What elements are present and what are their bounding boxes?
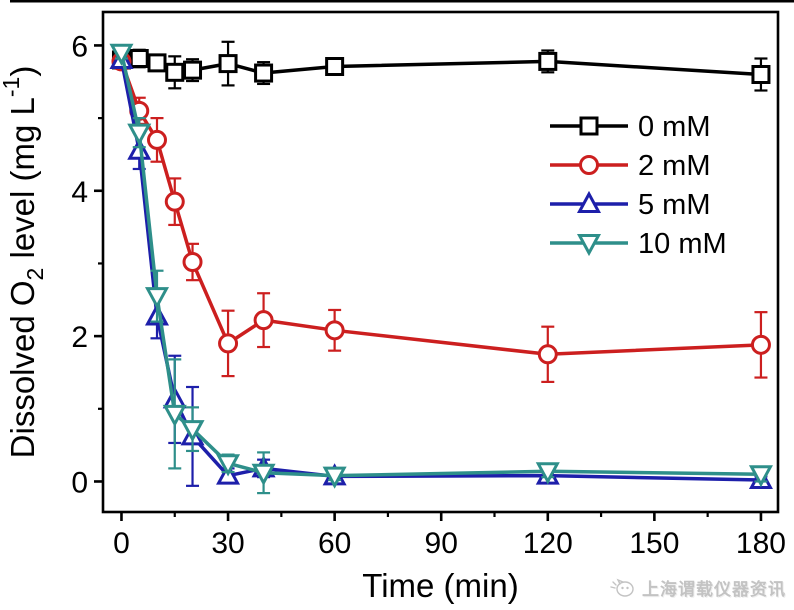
data-point-marker — [322, 466, 347, 489]
legend-label: 2 mM — [638, 150, 711, 182]
y-tick-label: 6 — [71, 30, 88, 63]
x-axis-label: Time (min) — [362, 567, 518, 604]
data-point-marker — [748, 465, 773, 488]
x-axis: 0 30 60 90 120 150 180 — [113, 512, 786, 560]
data-point-marker — [109, 43, 134, 66]
x-tick-label: 120 — [523, 527, 573, 560]
data-point-marker — [129, 49, 149, 69]
legend-marker — [576, 190, 602, 213]
data-point-marker — [538, 51, 558, 71]
data-point-marker — [162, 404, 187, 428]
data-point-marker — [537, 344, 558, 365]
data-point-marker — [216, 454, 241, 477]
series-line — [121, 56, 762, 77]
legend-marker — [579, 155, 599, 175]
data-point-marker — [325, 57, 345, 77]
x-tick-label: 90 — [425, 527, 458, 560]
y-tick-label: 2 — [71, 321, 88, 354]
series-line — [119, 59, 761, 482]
series-0-mM — [111, 40, 771, 92]
data-point-marker — [147, 129, 167, 150]
legend-label: 5 mM — [638, 189, 711, 221]
legend-marker — [576, 234, 602, 257]
data-point-marker — [182, 252, 203, 272]
legend-marker — [579, 116, 599, 136]
data-point-marker — [127, 137, 152, 160]
image-top-border — [10, 0, 794, 3]
watermark-logo-icon — [610, 578, 634, 597]
data-point-marker — [535, 462, 560, 485]
data-point-marker — [254, 63, 274, 83]
data-point-marker — [751, 65, 771, 84]
data-point-marker — [253, 310, 274, 331]
data-point-marker — [144, 287, 170, 310]
data-point-marker — [183, 60, 203, 80]
data-point-marker — [164, 191, 185, 212]
x-tick-label: 150 — [629, 527, 679, 560]
data-point-marker — [750, 334, 771, 355]
y-axis: 0 2 4 6 — [71, 30, 103, 499]
data-point-marker — [251, 463, 276, 486]
plot-frame — [101, 10, 780, 514]
data-point-marker — [147, 53, 167, 73]
legend-label: 0 mM — [638, 111, 711, 143]
data-point-marker — [324, 320, 345, 341]
y-tick-label: 4 — [71, 176, 88, 209]
x-tick-label: 30 — [211, 527, 244, 560]
legend: 0 mM 2 mM 5 mM 10 mM — [550, 111, 727, 260]
legend-label: 10 mM — [638, 228, 727, 260]
data-point-marker — [165, 62, 185, 82]
series-line — [119, 52, 761, 478]
series-10-mM — [109, 43, 773, 495]
y-axis-label: Dissolved O2 level (mg L-1) — [0, 66, 48, 459]
x-tick-label: 0 — [113, 527, 130, 560]
watermark-text: 上海谓载仪器资讯 — [642, 580, 786, 599]
y-tick-label: 0 — [71, 466, 88, 499]
x-tick-label: 60 — [318, 527, 351, 560]
watermark: 上海谓载仪器资讯 — [610, 575, 786, 600]
data-point-marker — [180, 420, 205, 443]
data-point-marker — [218, 54, 238, 74]
data-point-marker — [218, 333, 239, 354]
data-point-marker — [127, 123, 152, 146]
x-tick-label: 180 — [736, 527, 786, 560]
